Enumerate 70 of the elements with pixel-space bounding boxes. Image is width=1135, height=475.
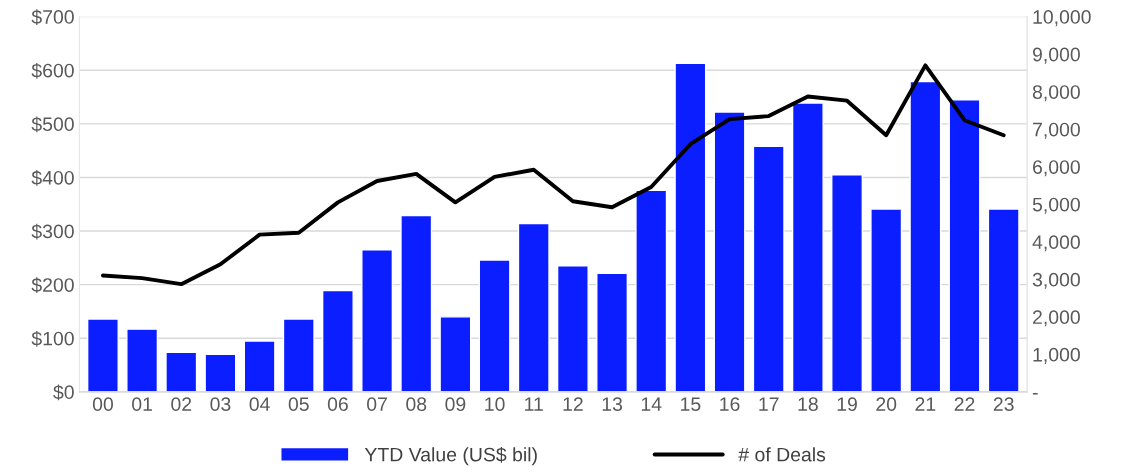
- x-tick-label: 04: [249, 397, 270, 412]
- bar: [86, 318, 119, 392]
- y-tick-label: $600: [31, 62, 74, 79]
- x-tick-label: 16: [720, 397, 740, 412]
- y-tick-label: $200: [31, 277, 74, 294]
- bar: [596, 272, 629, 392]
- x-tick-label: 10: [485, 397, 505, 412]
- y-tick-label: $0: [53, 384, 74, 401]
- x-tick-label: 02: [171, 397, 192, 412]
- y-tick-label: $300: [31, 223, 74, 240]
- x-tick-label: 11: [525, 397, 543, 411]
- bar: [948, 99, 981, 392]
- y-tick-label: $400: [31, 170, 74, 186]
- y2-tick-label: 4,000: [1032, 235, 1080, 252]
- x-tick-label: 20: [876, 397, 897, 412]
- x-tick-label: 09: [445, 397, 466, 412]
- bar: [987, 208, 1020, 392]
- x-tick-label: 14: [641, 397, 662, 411]
- x-tick-label: 12: [563, 397, 583, 411]
- bar: [909, 80, 942, 392]
- y2-tick-label: 5,000: [1032, 197, 1080, 214]
- bar: [439, 316, 472, 392]
- x-tick-label: 13: [602, 397, 623, 412]
- bar: [713, 111, 746, 392]
- x-tick-label: 01: [132, 397, 152, 412]
- x-tick-label: 22: [954, 397, 975, 411]
- bar: [556, 265, 589, 392]
- y2-tick-label: 8,000: [1032, 85, 1080, 102]
- bar: [361, 249, 394, 392]
- y2-tick-label: 1,000: [1033, 347, 1080, 364]
- x-tick-label: 23: [993, 397, 1014, 412]
- bar: [870, 208, 903, 392]
- x-tick-label: 15: [681, 397, 701, 412]
- bar: [478, 259, 511, 392]
- bar: [635, 189, 668, 392]
- bar: [126, 328, 159, 392]
- x-tick-label: 08: [406, 397, 427, 412]
- y2-tick-label: 6,000: [1033, 160, 1080, 177]
- y-tick-label: $500: [31, 116, 74, 133]
- bar: [321, 289, 354, 392]
- x-tick-label: 07: [367, 397, 387, 412]
- x-tick-label: 17: [759, 397, 779, 411]
- bar: [831, 174, 863, 392]
- y2-tick-label: -: [1032, 393, 1038, 395]
- bar: [204, 353, 237, 392]
- x-tick-label: 19: [837, 397, 857, 412]
- y2-tick-label: 2,000: [1033, 310, 1080, 327]
- bar: [243, 340, 276, 392]
- x-tick-label: 05: [288, 397, 309, 412]
- y2-tick-label: 10,000: [1033, 10, 1091, 27]
- bar: [165, 351, 198, 392]
- y-tick-label: $100: [31, 330, 74, 347]
- bar: [517, 222, 550, 392]
- y2-tick-label: 7,000: [1033, 122, 1080, 139]
- bar: [791, 102, 824, 392]
- x-tick-label: 06: [327, 397, 348, 412]
- bar: [752, 145, 785, 392]
- x-tick-label: 00: [92, 397, 113, 412]
- y2-tick-label: 9,000: [1032, 47, 1080, 64]
- bar: [674, 62, 707, 392]
- x-tick-label: 18: [798, 397, 818, 412]
- x-tick-label: 21: [915, 397, 936, 411]
- legend-label: # of Deals: [738, 447, 826, 462]
- line-series: [101, 63, 1006, 287]
- y2-tick-label: 3,000: [1032, 272, 1080, 289]
- bar: [282, 318, 315, 392]
- bar: [400, 214, 433, 392]
- legend-label: YTD Value (US$ bil): [364, 446, 537, 466]
- x-tick-label: 03: [210, 397, 231, 412]
- y-tick-label: $700: [31, 9, 74, 26]
